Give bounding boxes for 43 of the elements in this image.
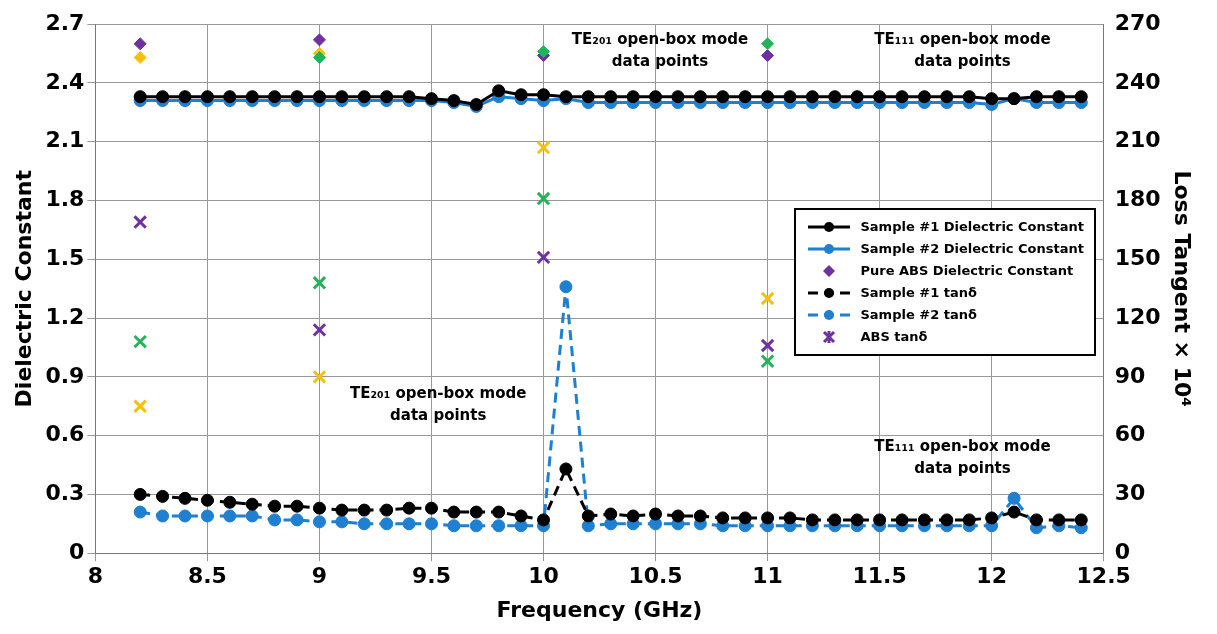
y2-tick-label: 60 bbox=[1114, 421, 1146, 447]
y2-axis-title: Loss Tangent × 10⁴ bbox=[1170, 170, 1196, 407]
y-tick-label: 0.3 bbox=[45, 480, 85, 506]
legend-label: Pure ABS Dielectric Constant bbox=[860, 262, 1074, 280]
y-tick-label: 2.7 bbox=[45, 9, 85, 35]
x-tick-label: 8 bbox=[87, 563, 104, 589]
y2-tick-label: 90 bbox=[1114, 362, 1146, 388]
y2-tick-label: 30 bbox=[1114, 480, 1146, 506]
legend-label: Sample #1 Dielectric Constant bbox=[860, 218, 1084, 236]
annotation: TE₁₁₁ open-box mode data points bbox=[874, 29, 1051, 70]
x-axis-title: Frequency (GHz) bbox=[496, 596, 703, 622]
legend-label: ABS tanδ bbox=[860, 328, 928, 346]
annotation: TE₂₀₁ open-box mode data points bbox=[571, 29, 749, 70]
x-tick-label: 8.5 bbox=[187, 563, 227, 589]
x-tick-label: 12.5 bbox=[1076, 563, 1131, 589]
x-tick-label: 10.5 bbox=[628, 563, 683, 589]
y2-tick-label: 0 bbox=[1114, 538, 1130, 564]
y-tick-label: 2.4 bbox=[45, 68, 85, 94]
y-tick-label: 0.6 bbox=[45, 421, 85, 447]
x-tick-label: 12 bbox=[976, 563, 1007, 589]
legend-label: Sample #1 tanδ bbox=[860, 284, 977, 302]
y2-tick-label: 210 bbox=[1114, 127, 1161, 153]
y-tick-label: 1.2 bbox=[45, 303, 85, 329]
y-tick-label: 1.5 bbox=[45, 245, 85, 271]
y2-tick-label: 150 bbox=[1114, 245, 1161, 271]
y2-tick-label: 270 bbox=[1114, 9, 1161, 35]
x-tick-label: 11 bbox=[752, 563, 783, 589]
legend-label: Sample #2 Dielectric Constant bbox=[860, 240, 1084, 258]
y-tick-label: 0.9 bbox=[45, 362, 85, 388]
y-tick-label: 2.1 bbox=[45, 127, 85, 153]
x-tick-label: 9 bbox=[311, 563, 328, 589]
y-axis-title: Dielectric Constant bbox=[10, 169, 36, 408]
x-tick-label: 11.5 bbox=[852, 563, 907, 589]
annotation: TE₂₀₁ open-box mode data points bbox=[350, 383, 527, 424]
annotation: TE₁₁₁ open-box mode data points bbox=[874, 436, 1051, 477]
y2-tick-label: 120 bbox=[1114, 303, 1161, 329]
y-tick-label: 0 bbox=[69, 538, 85, 564]
legend-label: Sample #2 tanδ bbox=[860, 306, 977, 324]
y-tick-label: 1.8 bbox=[45, 186, 85, 212]
x-tick-label: 10 bbox=[528, 563, 559, 589]
x-tick-label: 9.5 bbox=[411, 563, 451, 589]
y2-tick-label: 180 bbox=[1114, 186, 1161, 212]
y2-tick-label: 240 bbox=[1114, 68, 1161, 94]
